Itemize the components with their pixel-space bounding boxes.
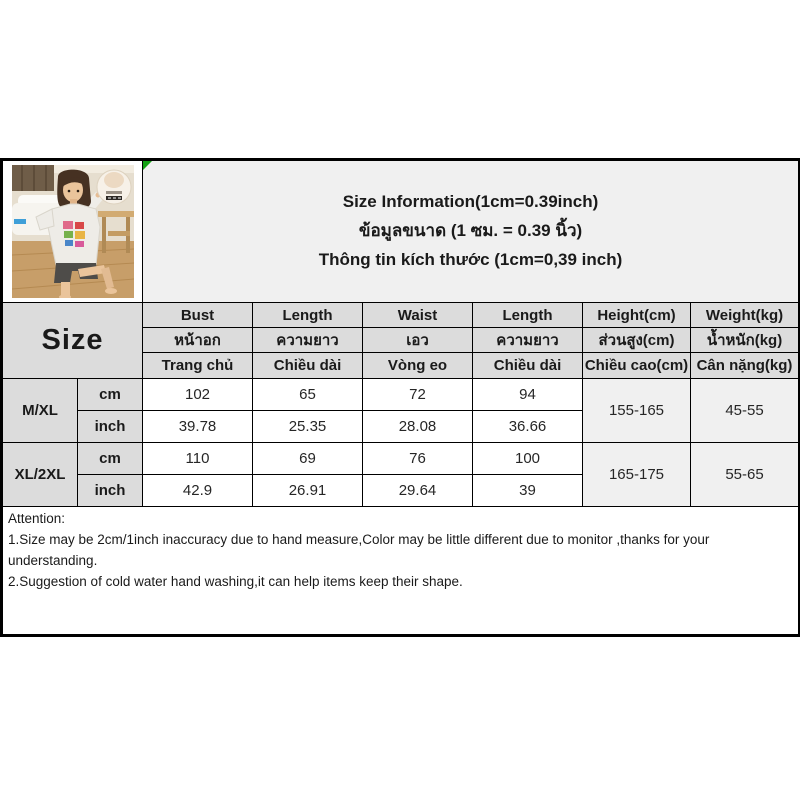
cell-xl2xl-cm-bust: 110 — [142, 442, 253, 475]
header-length2-vn: Chiều dài — [472, 352, 583, 379]
cell-mxl-inch-length: 25.35 — [252, 410, 363, 443]
title-english: Size Information(1cm=0.39inch) — [342, 192, 599, 212]
attention-note-2: 2.Suggestion of cold water hand washing,… — [8, 573, 463, 589]
cell-xl2xl-cm-length2: 100 — [472, 442, 583, 475]
cell-xl2xl-cm-length: 69 — [252, 442, 363, 475]
cell-xl2xl-cm-waist: 76 — [362, 442, 473, 475]
header-bust-en: Bust — [142, 302, 253, 328]
size-corner-label: Size — [2, 302, 143, 379]
header-weight-en: Weight(kg) — [689, 302, 800, 328]
header-length-en: Length — [252, 302, 363, 328]
header-length-th: ความยาว — [252, 327, 363, 353]
header-length2-th: ความยาว — [472, 327, 583, 353]
cell-mxl-cm-waist: 72 — [362, 378, 473, 411]
attention-note-1: 1.Size may be 2cm/1inch inaccuracy due t… — [8, 531, 710, 568]
cell-xl2xl-inch-waist: 29.64 — [362, 474, 473, 507]
row-label-xl2xl: XL/2XL — [2, 442, 78, 507]
row-label-mxl: M/XL — [2, 378, 78, 443]
attention-cell: Attention: 1.Size may be 2cm/1inch inacc… — [1, 506, 800, 635]
product-photo-cell — [2, 160, 143, 303]
cell-mxl-inch-waist: 28.08 — [362, 410, 473, 443]
cell-mxl-weight: 45-55 — [689, 378, 800, 443]
cell-mxl-cm-bust: 102 — [142, 378, 253, 411]
unit-xl2xl-inch: inch — [77, 474, 143, 507]
unit-mxl-cm: cm — [77, 378, 143, 411]
tshirt — [46, 203, 101, 266]
header-height-vn: Chiều cao(cm) — [582, 352, 691, 379]
cell-xl2xl-height: 165-175 — [582, 442, 691, 507]
size-chart-sheet: Size Information(1cm=0.39inch) ข้อมูลขนา… — [0, 158, 800, 637]
header-bust-th: หน้าอก — [142, 327, 253, 353]
header-weight-th: น้ำหนัก(kg) — [689, 327, 800, 353]
product-photo — [11, 165, 134, 298]
cell-xl2xl-inch-length2: 39 — [472, 474, 583, 507]
size-table: Size Information(1cm=0.39inch) ข้อมูลขนา… — [1, 160, 800, 635]
header-length2-en: Length — [472, 302, 583, 328]
header-height-en: Height(cm) — [582, 302, 691, 328]
header-waist-vn: Vòng eo — [362, 352, 473, 379]
attention-heading: Attention: — [8, 511, 66, 526]
cell-mxl-inch-length2: 36.66 — [472, 410, 583, 443]
cell-mxl-cm-length2: 94 — [472, 378, 583, 411]
tshirt-graphic-print — [62, 221, 85, 247]
unit-mxl-inch: inch — [77, 410, 143, 443]
cell-mxl-cm-length: 65 — [252, 378, 363, 411]
header-height-th: ส่วนสูง(cm) — [582, 327, 691, 353]
cell-xl2xl-inch-bust: 42.9 — [142, 474, 253, 507]
badge-fan-icon — [96, 169, 131, 205]
header-length-vn: Chiều dài — [252, 352, 363, 379]
header-weight-vn: Cân nặng(kg) — [689, 352, 800, 379]
cell-xl2xl-weight: 55-65 — [689, 442, 800, 507]
cell-mxl-inch-bust: 39.78 — [142, 410, 253, 443]
model-figure — [34, 169, 117, 298]
green-corner-flag-icon — [143, 161, 152, 170]
desk — [97, 211, 134, 217]
header-waist-th: เอว — [362, 327, 473, 353]
title-thai: ข้อมูลขนาด (1 ซม. = 0.39 นิ้ว) — [358, 221, 583, 241]
title-cell: Size Information(1cm=0.39inch) ข้อมูลขนา… — [141, 160, 800, 303]
header-bust-vn: Trang chủ — [142, 352, 253, 379]
title-vietnamese: Thông tin kích thước (1cm=0,39 inch) — [318, 249, 623, 269]
cell-xl2xl-inch-length: 26.91 — [252, 474, 363, 507]
unit-xl2xl-cm: cm — [77, 442, 143, 475]
header-waist-en: Waist — [362, 302, 473, 328]
cell-mxl-height: 155-165 — [582, 378, 691, 443]
